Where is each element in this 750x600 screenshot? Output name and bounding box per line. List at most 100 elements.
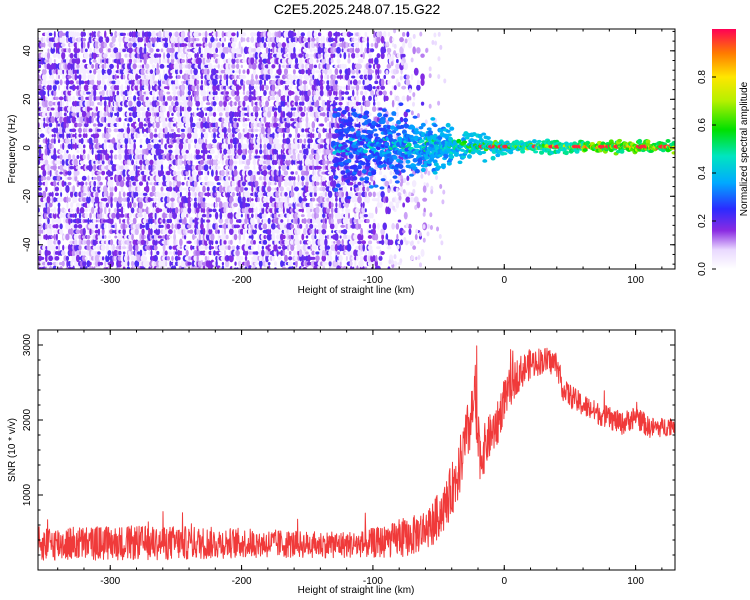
spectrogram-cell: [258, 163, 264, 172]
spectrogram-cell: [271, 89, 276, 97]
spectrogram-cell: [292, 32, 297, 37]
spectrogram-cell: [114, 235, 118, 239]
spectrogram-cell: [101, 79, 106, 86]
spectrogram-cell: [194, 175, 198, 182]
spectrogram-cell: [204, 245, 208, 251]
spectrogram-cell: [204, 255, 208, 261]
spectrogram-cell: [255, 79, 258, 85]
spectrogram-cell: [144, 240, 147, 245]
spectrogram-cell: [173, 229, 176, 235]
spectrogram-cell: [301, 254, 305, 263]
spectrogram-cell: [309, 208, 313, 213]
spectrogram-cell: [187, 180, 191, 187]
spectrogram-cell: [315, 251, 320, 255]
spectrogram-cell: [246, 68, 250, 75]
spectrogram-cell: [271, 42, 276, 48]
spectrogram-cell: [145, 36, 150, 44]
spectrogram-cell: [199, 110, 205, 119]
spectrogram-cell: [147, 122, 152, 128]
spectrogram-cell: [73, 224, 78, 229]
spectrogram-cell: [156, 89, 159, 97]
spectrogram-cell: [179, 96, 183, 101]
spectrogram-cell: [282, 206, 285, 214]
spectrogram-cell: [40, 106, 45, 112]
spectrogram-cell: [309, 105, 314, 113]
spectrogram-cell: [293, 180, 296, 187]
spectrogram-cell: [154, 96, 158, 101]
spectrogram-cell: [257, 143, 260, 149]
spectrogram-cell: [203, 238, 209, 246]
spectrogram-cell: [51, 74, 54, 80]
spectrogram-cell: [145, 90, 149, 96]
spectrogram-cell: [137, 176, 141, 181]
spectrogram-cell: [328, 186, 332, 192]
spectrogram-cell: [309, 143, 313, 150]
spectrogram-cell: [312, 217, 315, 225]
spectrogram-cell: [313, 191, 317, 197]
spectrogram-cell: [237, 54, 242, 58]
spectrogram-cell: [120, 131, 125, 140]
spectrogram-cell: [115, 163, 120, 172]
spectrogram-cell: [297, 255, 300, 261]
spectrogram-cell: [66, 69, 69, 75]
spectrogram-cell: [53, 69, 57, 74]
spectrogram-cell: [200, 128, 204, 133]
spectrogram-cell: [109, 239, 114, 246]
spectrogram-cell: [101, 164, 106, 171]
spectrogram-cell: [116, 137, 120, 145]
spectrogram-cell: [246, 197, 250, 203]
spectrogram-cell: [91, 158, 94, 167]
spectrogram-cell: [170, 58, 175, 64]
spectrogram-cell: [207, 170, 210, 176]
spectrogram-cell: [76, 85, 80, 91]
spectrogram-cell: [109, 63, 114, 69]
spectrogram-cell: [40, 37, 44, 43]
spectrogram-cell: [354, 259, 357, 268]
spectrogram-cell: [76, 150, 80, 154]
spectrogram-cell: [218, 127, 224, 134]
spectrogram-cell: [217, 229, 220, 234]
spectrogram-cell: [318, 37, 321, 42]
spectrogram-cell: [38, 79, 42, 86]
spectrogram-cell: [307, 67, 311, 76]
spectrogram-cell: [284, 251, 288, 255]
spectrogram-cell: [279, 186, 284, 192]
spectrogram-cell: [299, 128, 302, 133]
spectrogram-cell: [286, 94, 290, 103]
spectrogram-cell: [101, 228, 105, 236]
spectrogram-cell: [74, 100, 78, 107]
spectrogram-cell: [265, 100, 270, 107]
spectrogram-cell: [127, 201, 130, 209]
spectrogram-cell: [294, 111, 299, 117]
spectrogram-cell: [38, 187, 42, 191]
spectrogram-cell: [225, 169, 229, 177]
spectrogram-cell: [227, 42, 231, 48]
spectrogram-cell: [243, 143, 249, 149]
spectrogram-cell: [248, 83, 252, 92]
spectrogram-cell: [228, 240, 231, 245]
spectrogram-cell: [329, 121, 332, 129]
spectrogram-cell: [190, 112, 193, 117]
spectrogram-cell: [316, 59, 319, 63]
spectrogram-cell: [193, 201, 198, 209]
spectrogram-cell: [77, 122, 83, 128]
spectrogram-cell: [229, 186, 234, 192]
spectrogram-cell: [221, 238, 225, 246]
spectrogram-cell: [270, 48, 273, 52]
spectrogram-cell: [254, 191, 259, 198]
spectrogram-cell: [204, 175, 209, 182]
spectrogram-cell: [96, 128, 102, 132]
spectrogram-cell: [122, 74, 126, 80]
spectrogram-cell: [281, 154, 286, 160]
spectrogram-cell: [58, 197, 64, 202]
spectrogram-cell: [285, 158, 291, 167]
spectrogram-cell: [237, 147, 243, 156]
spectrogram-cell: [97, 254, 100, 263]
spectrogram-cell: [206, 186, 210, 192]
spectrogram-cell: [193, 179, 198, 188]
spectrogram-cell: [160, 149, 164, 154]
spectrogram-cell: [99, 101, 103, 106]
spectrogram-cell: [78, 127, 83, 134]
spectrogram-cell: [81, 250, 84, 256]
spectrogram-cell: [65, 233, 70, 241]
